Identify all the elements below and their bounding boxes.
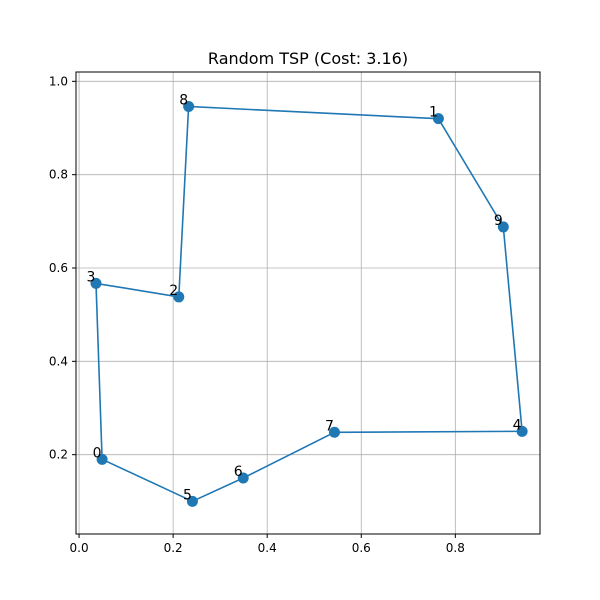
city-point-2 <box>173 291 185 303</box>
grid-lines <box>76 72 540 534</box>
city-label-1: 1 <box>429 105 438 121</box>
x-tick-label: 0.6 <box>352 541 371 555</box>
city-point-6 <box>237 472 249 484</box>
city-label-9: 9 <box>494 213 503 229</box>
y-tick-label: 1.0 <box>49 74 68 88</box>
city-label-2: 2 <box>169 283 178 299</box>
axes-frame <box>75 71 541 535</box>
tour-line <box>95 105 523 503</box>
city-point-4 <box>516 425 528 437</box>
city-label-7: 7 <box>325 418 334 434</box>
x-tick-label: 0.2 <box>164 541 183 555</box>
y-tick-label: 0.4 <box>49 354 68 368</box>
chart-title: Random TSP (Cost: 3.16) <box>208 49 408 68</box>
city-labels: 0 1 2 3 4 5 6 7 8 9 <box>87 93 522 504</box>
city-point-5 <box>186 495 198 507</box>
city-point-1 <box>432 113 444 125</box>
y-tick-label: 0.8 <box>49 168 68 182</box>
axis-ticks: 0.0 0.2 0.4 0.6 0.8 0.2 0.4 0.6 0.8 1.0 <box>49 74 465 555</box>
city-label-0: 0 <box>93 445 102 461</box>
y-tick-label: 0.2 <box>49 448 68 462</box>
city-point-7 <box>328 426 340 438</box>
city-label-4: 4 <box>513 417 522 433</box>
city-points <box>90 101 528 507</box>
x-tick-label: 0.8 <box>446 541 465 555</box>
y-tick-label: 0.6 <box>49 261 68 275</box>
x-tick-label: 0.4 <box>258 541 277 555</box>
city-label-6: 6 <box>234 464 243 480</box>
city-point-0 <box>96 453 108 465</box>
city-point-3 <box>90 277 102 289</box>
city-point-8 <box>183 101 195 113</box>
city-label-8: 8 <box>179 93 188 109</box>
x-tick-label: 0.0 <box>70 541 89 555</box>
city-label-3: 3 <box>87 269 96 285</box>
city-point-9 <box>497 221 509 233</box>
city-label-5: 5 <box>183 487 192 503</box>
route-path <box>95 105 523 503</box>
